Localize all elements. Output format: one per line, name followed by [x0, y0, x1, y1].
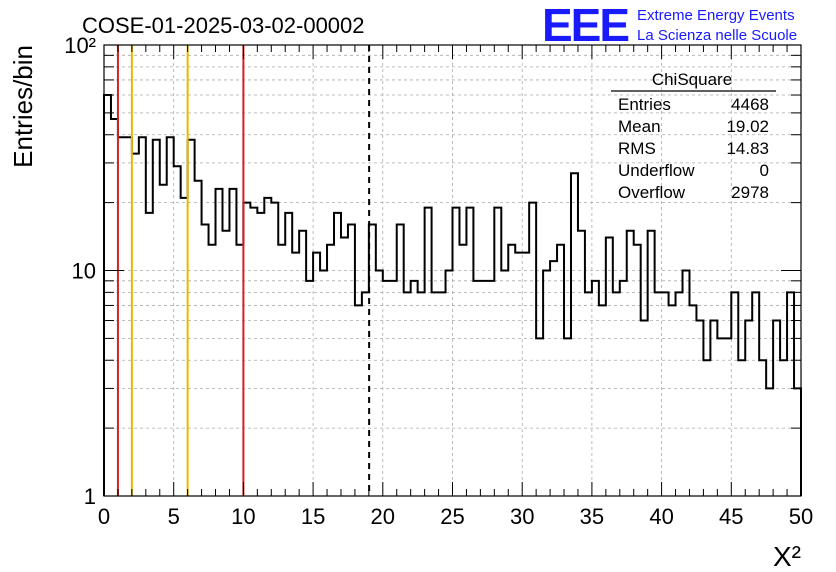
stats-label: Overflow	[618, 183, 686, 202]
x-tick-label: 15	[301, 504, 325, 529]
x-tick-label: 0	[98, 504, 110, 529]
y-tick-label: 10	[72, 259, 96, 284]
stats-value: 4468	[731, 95, 769, 114]
x-tick-label: 5	[168, 504, 180, 529]
stats-value: 14.83	[726, 139, 769, 158]
logo-line2: La Scienza nelle Scuole	[637, 27, 797, 44]
stats-value: 19.02	[726, 117, 769, 136]
logo-line1: Extreme Energy Events	[637, 7, 795, 24]
stats-value: 0	[760, 161, 769, 180]
histogram-step-line	[103, 94, 802, 496]
stats-label: Mean	[618, 117, 661, 136]
marker-lines	[116, 45, 371, 496]
x-tick-label: 45	[719, 504, 743, 529]
y-tick-labels: 1 10 10²	[64, 33, 96, 509]
x-tick-label: 25	[440, 504, 464, 529]
y-tick-label: 10²	[64, 33, 96, 58]
x-tick-label: 30	[510, 504, 534, 529]
stats-label: Entries	[618, 95, 671, 114]
x-tick-label: 35	[580, 504, 604, 529]
histogram-bins	[103, 94, 802, 496]
x-tick-label: 50	[789, 504, 813, 529]
y-axis-label: Entries/bin	[8, 45, 38, 168]
stats-box: ChiSquare Entries 4468 Mean 19.02 RMS 14.83 Un…	[611, 70, 776, 202]
stats-value: 2978	[731, 183, 769, 202]
logo-eee: EEE	[542, 0, 628, 51]
chart-title: COSE-01-2025-03-02-00002	[82, 13, 365, 38]
x-axis-label: X²	[773, 541, 801, 572]
x-tick-label: 20	[371, 504, 395, 529]
y-tick-label: 1	[84, 484, 96, 509]
stats-label: Underflow	[618, 161, 695, 180]
x-tick-label: 40	[649, 504, 673, 529]
x-tick-labels: 0 5 10 15 20 25 30 35 40 45 50	[98, 504, 813, 529]
x-tick-label: 10	[231, 504, 255, 529]
stats-title: ChiSquare	[652, 70, 732, 89]
axis-ticks	[103, 45, 802, 496]
stats-label: RMS	[618, 139, 656, 158]
